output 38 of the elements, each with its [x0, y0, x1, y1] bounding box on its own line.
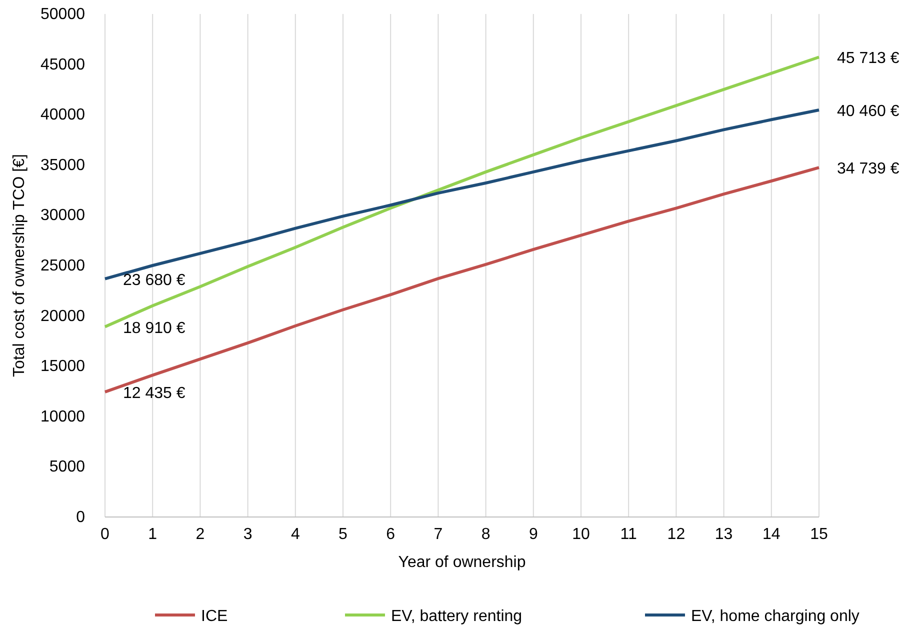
y-axis-title: Total cost of ownership TCO [€] [11, 154, 28, 377]
legend-label: EV, home charging only [691, 608, 860, 625]
x-tick-label: 0 [100, 526, 110, 543]
x-tick-label: 8 [481, 526, 490, 543]
legend-label: ICE [201, 608, 228, 625]
data-label: 34 739 € [837, 160, 900, 178]
x-tick-label: 9 [528, 526, 538, 543]
data-label: 45 713 € [837, 50, 900, 68]
x-tick-label: 1 [148, 526, 158, 543]
x-tick-label: 12 [667, 526, 686, 543]
y-tick-label: 5000 [49, 458, 86, 476]
y-tick-label: 0 [76, 509, 86, 526]
legend-label: EV, battery renting [391, 608, 522, 625]
x-tick-label: 6 [386, 526, 396, 543]
x-tick-label: 7 [434, 526, 443, 543]
data-label: 23 680 € [123, 272, 186, 289]
data-label: 12 435 € [123, 384, 186, 402]
x-tick-label: 4 [290, 526, 300, 543]
x-tick-label: 13 [714, 526, 733, 543]
x-axis-title: Year of ownership [398, 554, 526, 571]
y-tick-label: 10000 [40, 408, 86, 426]
x-tick-label: 15 [810, 526, 828, 543]
data-label: 40 460 € [837, 102, 900, 120]
x-tick-label: 10 [572, 526, 590, 543]
x-tick-label: 11 [620, 526, 638, 543]
y-tick-label: 15000 [40, 358, 86, 376]
y-tick-label: 25000 [40, 258, 86, 274]
y-tick-label: 45000 [40, 56, 86, 74]
y-tick-label: 35000 [40, 156, 86, 174]
data-label: 18 910 € [123, 320, 186, 337]
y-tick-label: 20000 [40, 308, 86, 325]
y-tick-label: 50000 [40, 6, 86, 23]
x-tick-label: 14 [762, 526, 780, 543]
y-tick-label: 40000 [40, 106, 86, 124]
x-tick-label: 3 [243, 526, 252, 543]
y-tick-label: 30000 [40, 207, 86, 224]
x-tick-label: 5 [338, 526, 348, 543]
x-tick-label: 2 [196, 526, 205, 543]
